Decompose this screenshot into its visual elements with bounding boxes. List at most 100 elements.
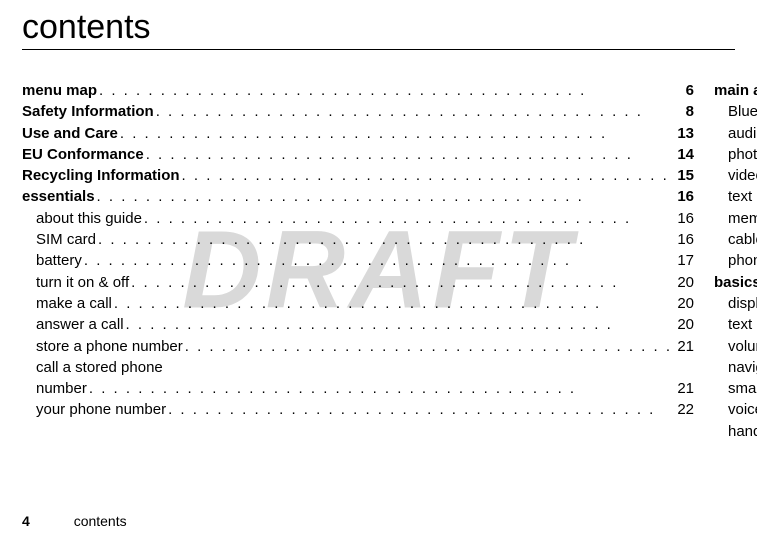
toc-entry-page: 21 <box>674 378 694 399</box>
toc-entry-page: 20 <box>674 272 694 293</box>
toc-entry-label: videos <box>728 165 757 186</box>
toc-entry: volume44 <box>714 336 757 357</box>
toc-entry-label: Safety Information <box>22 101 154 122</box>
toc-entry-label: photos <box>728 144 757 165</box>
toc-entry-label: your phone number <box>36 399 166 420</box>
toc-entry-label: phone updates <box>728 250 757 271</box>
toc-entry-label: call a stored phone <box>36 357 163 378</box>
toc-entry: Bluetooth™ wireless23 <box>714 101 757 122</box>
toc-entry-label: handsfree speaker <box>728 421 757 442</box>
toc-dots <box>183 336 674 357</box>
toc-dots <box>154 101 674 122</box>
toc-entry-page: 15 <box>674 165 694 186</box>
toc-dots <box>96 229 674 250</box>
toc-entry: navigation key45 <box>714 357 757 378</box>
toc-entry-label: navigation key <box>728 357 757 378</box>
toc-entry: make a call 20 <box>22 293 694 314</box>
toc-entry-label: text messages <box>728 186 757 207</box>
toc-entry: text messages31 <box>714 186 757 207</box>
toc-entry: voice commands45 <box>714 399 757 420</box>
toc-entry-label: audio player <box>728 123 757 144</box>
footer-page-number: 4 <box>22 513 30 529</box>
toc-entry-label: display <box>728 293 757 314</box>
toc-entry: Use and Care 13 <box>22 123 694 144</box>
toc-entry-label: turn it on & off <box>36 272 129 293</box>
toc-entry: about this guide 16 <box>22 208 694 229</box>
toc-entry-label: text entry <box>728 314 757 335</box>
toc-col-1: menu map6Safety Information8Use and Care… <box>22 80 694 442</box>
toc-entry-page: 22 <box>674 399 694 420</box>
toc-entry: basics37 <box>714 272 757 293</box>
toc-entry: display37 <box>714 293 757 314</box>
toc-entry: EU Conformance 14 <box>22 144 694 165</box>
toc-entry-label: cable connections <box>728 229 757 250</box>
toc-entry-label: EU Conformance <box>22 144 144 165</box>
toc-entry-page: 20 <box>674 293 694 314</box>
toc-entry: phone updates36 <box>714 250 757 271</box>
toc-dots <box>97 80 674 101</box>
toc-entry-label: Use and Care <box>22 123 118 144</box>
toc-entry: store a phone number 21 <box>22 336 694 357</box>
toc-dots <box>129 272 674 293</box>
toc-dots <box>142 208 674 229</box>
toc-dots <box>166 399 674 420</box>
toc-col-2: main attractions23Bluetooth™ wireless23a… <box>714 80 757 442</box>
toc-entry-page: 13 <box>674 123 694 144</box>
toc-entry: menu map 6 <box>22 80 694 101</box>
toc-entry-page: 16 <box>674 229 694 250</box>
toc-entry-label: memory card <box>728 208 757 229</box>
toc-entry: smart key45 <box>714 378 757 399</box>
toc-dots <box>82 250 674 271</box>
toc-entry-label: basics <box>714 272 757 293</box>
toc-entry-label: about this guide <box>36 208 142 229</box>
toc-entry-label: voice commands <box>728 399 757 420</box>
toc-columns: menu map6Safety Information8Use and Care… <box>22 80 735 442</box>
toc-dots <box>95 186 674 207</box>
toc-entry: videos30 <box>714 165 757 186</box>
toc-entry: cable connections35 <box>714 229 757 250</box>
toc-entry: your phone number 22 <box>22 399 694 420</box>
toc-dots <box>144 144 674 165</box>
toc-entry-page: 14 <box>674 144 694 165</box>
toc-entry-label: volume <box>728 336 757 357</box>
toc-entry: text entry40 <box>714 314 757 335</box>
toc-entry-page: 16 <box>674 208 694 229</box>
title-rule <box>22 49 735 50</box>
toc-entry: Safety Information 8 <box>22 101 694 122</box>
page-title: contents <box>22 8 735 47</box>
toc-entry: number 21 <box>22 378 694 399</box>
toc-entry-page: 20 <box>674 314 694 335</box>
toc-entry: turn it on & off 20 <box>22 272 694 293</box>
toc-entry-page: 21 <box>674 336 694 357</box>
toc-entry-label: Recycling Information <box>22 165 180 186</box>
toc-entry: answer a call 20 <box>22 314 694 335</box>
toc-entry-page: 16 <box>674 186 694 207</box>
toc-entry-label: essentials <box>22 186 95 207</box>
toc-entry-label: main attractions <box>714 80 757 101</box>
toc-dots <box>87 378 674 399</box>
toc-entry-label: make a call <box>36 293 112 314</box>
toc-entry: photos27 <box>714 144 757 165</box>
toc-entry: Recycling Information 15 <box>22 165 694 186</box>
toc-entry-page: 8 <box>674 101 694 122</box>
toc-dots <box>124 314 674 335</box>
toc-entry-label: menu map <box>22 80 97 101</box>
toc-entry-label: smart key <box>728 378 757 399</box>
toc-entry-label: battery <box>36 250 82 271</box>
toc-dots <box>180 165 674 186</box>
page-footer: 4 contents <box>22 513 127 529</box>
toc-entry: essentials 16 <box>22 186 694 207</box>
toc-entry-label: store a phone number <box>36 336 183 357</box>
toc-dots <box>118 123 674 144</box>
toc-entry-label: Bluetooth™ wireless <box>728 101 757 122</box>
toc-entry: SIM card 16 <box>22 229 694 250</box>
toc-entry: battery 17 <box>22 250 694 271</box>
toc-entry: audio player26 <box>714 123 757 144</box>
toc-entry-page: 6 <box>674 80 694 101</box>
toc-dots <box>112 293 674 314</box>
toc-entry-label: number <box>36 378 87 399</box>
toc-entry-page: 17 <box>674 250 694 271</box>
toc-entry: memory card33 <box>714 208 757 229</box>
toc-entry-label: SIM card <box>36 229 96 250</box>
toc-entry-label: answer a call <box>36 314 124 335</box>
